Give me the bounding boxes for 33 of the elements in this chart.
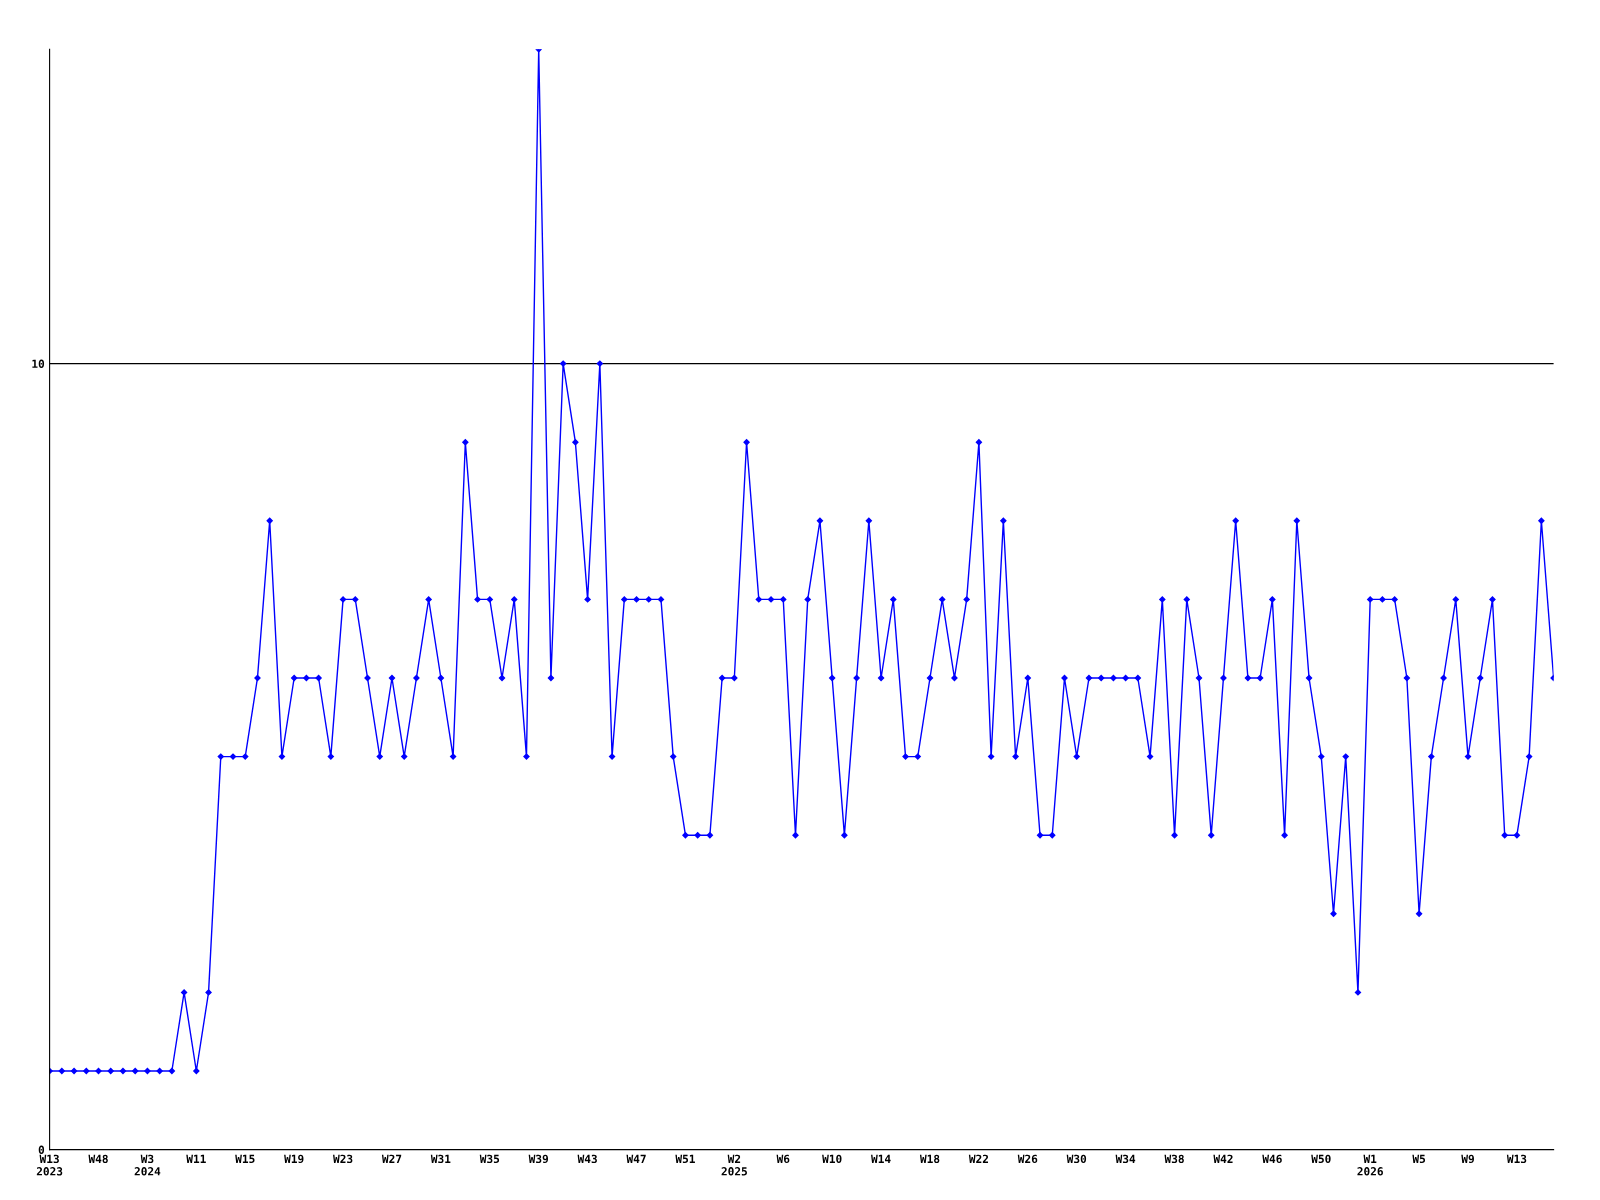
x-tick-label: W5 [1412,1154,1426,1164]
x-tick-label: W26 [1017,1154,1038,1164]
x-tick-label: W47 [626,1154,646,1163]
x-tick-label: W13 2023 [36,1154,63,1176]
x-tick-label: W11 [186,1154,206,1163]
x-tick-label: W27 [381,1154,402,1163]
x-tick-label: W15 [235,1154,255,1164]
x-tick-label: W3 2024 [134,1154,161,1176]
x-tick-label: W50 [1311,1154,1331,1164]
x-tick-label: W2 2025 [721,1154,747,1176]
x-tick-label: W48 [88,1154,108,1164]
x-tick-label: W9 [1461,1154,1474,1164]
y-tick-label: 10 [32,359,45,368]
x-tick-label: W42 [1213,1154,1233,1163]
x-tick-label: W6 [776,1154,790,1164]
x-tick-label: W14 [871,1154,891,1163]
x-tick-label: W19 [284,1154,304,1164]
x-tick-label: W13 [1506,1154,1527,1164]
x-tick-label: W1 2026 [1357,1154,1383,1176]
x-tick-label: W35 [479,1154,500,1164]
x-tick-label: W30 [1066,1154,1087,1164]
x-tick-label: W31 [430,1154,451,1164]
x-tick-label: W38 [1164,1154,1184,1164]
x-tick-label: W18 [919,1154,940,1164]
x-tick-label: W39 [528,1154,549,1164]
x-tick-label: W22 [968,1154,989,1163]
x-tick-label: W46 [1262,1154,1282,1164]
x-tick-label: W34 [1115,1154,1136,1164]
x-tick-label: W51 [675,1154,695,1164]
x-tick-label: W10 [822,1154,842,1164]
x-tick-label: W43 [577,1154,597,1164]
x-tick-label: W23 [333,1154,353,1164]
y-tick-label: 0 [38,1145,45,1154]
